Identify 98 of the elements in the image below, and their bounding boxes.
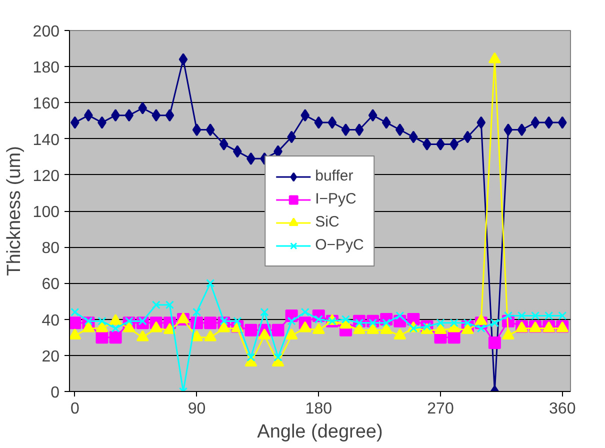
point	[300, 308, 310, 316]
point	[488, 336, 501, 350]
point	[244, 324, 258, 336]
point	[163, 323, 176, 334]
y-tick-label: 20	[42, 348, 60, 366]
point	[192, 308, 202, 316]
x-tick-label: 360	[549, 400, 576, 418]
point	[232, 145, 242, 158]
point	[258, 328, 271, 340]
point	[474, 314, 488, 326]
y-tick-label: 120	[32, 168, 60, 185]
point	[136, 330, 149, 342]
point	[204, 330, 217, 342]
point	[368, 109, 378, 122]
point	[476, 116, 486, 129]
point	[82, 321, 95, 332]
point	[111, 324, 120, 333]
point	[206, 278, 215, 288]
point	[152, 300, 160, 310]
point	[504, 311, 512, 320]
point	[394, 328, 406, 340]
y-tick-label: 0	[50, 384, 60, 402]
point	[70, 308, 80, 316]
point	[204, 316, 217, 330]
point	[517, 311, 526, 320]
point	[70, 316, 82, 330]
point	[544, 311, 554, 320]
legend-label: O−PyC	[315, 236, 364, 254]
point	[341, 124, 350, 136]
point	[328, 116, 337, 129]
point	[233, 316, 242, 326]
point	[70, 328, 82, 340]
point	[165, 300, 174, 310]
y-tick-label: 80	[42, 240, 60, 258]
point	[98, 316, 106, 326]
point	[314, 116, 324, 129]
point	[504, 124, 513, 136]
point	[353, 323, 366, 334]
x-tick-label: 180	[305, 400, 332, 418]
legend-label: SiC	[315, 214, 340, 230]
point	[178, 53, 188, 66]
point	[530, 116, 540, 129]
point	[463, 130, 472, 144]
legend-label: buffer	[315, 168, 354, 184]
point	[558, 116, 567, 129]
x-tick-label: 0	[70, 400, 80, 418]
y-tick-label: 180	[32, 60, 60, 77]
point	[341, 315, 350, 324]
point	[558, 311, 567, 320]
point	[448, 331, 460, 344]
point	[218, 321, 230, 332]
point	[434, 323, 447, 334]
point	[96, 321, 108, 332]
y-axis-title: Thickness (um)	[4, 146, 25, 276]
point	[138, 102, 148, 114]
point	[531, 311, 540, 320]
x-axis-title: Angle (degree)	[257, 422, 383, 442]
point	[96, 331, 108, 344]
point	[272, 324, 284, 336]
point	[192, 124, 202, 136]
point	[382, 116, 391, 129]
point	[150, 321, 162, 332]
point	[544, 116, 554, 129]
y-tick-label: 140	[32, 132, 60, 149]
point	[152, 109, 161, 122]
point	[476, 324, 486, 333]
point	[300, 109, 310, 122]
point	[354, 124, 364, 136]
y-tick-label: 40	[42, 312, 60, 330]
point	[490, 318, 499, 328]
point	[206, 124, 215, 136]
point	[436, 318, 445, 328]
point	[260, 308, 269, 316]
point	[312, 323, 325, 334]
point	[517, 124, 526, 136]
point	[298, 321, 312, 332]
point	[396, 311, 404, 320]
point	[122, 321, 136, 332]
point	[165, 109, 174, 122]
point	[395, 124, 404, 136]
point	[176, 312, 190, 324]
y-tick-label: 60	[42, 276, 60, 294]
point	[287, 316, 296, 326]
point	[285, 328, 298, 340]
point	[109, 331, 122, 344]
point	[190, 330, 204, 342]
x-tick-label: 270	[427, 400, 454, 418]
point	[461, 323, 474, 334]
y-tick-label: 160	[32, 96, 60, 113]
point	[502, 328, 514, 340]
y-tick-label: 200	[32, 24, 60, 40]
point	[219, 138, 228, 150]
x-tick-label: 90	[188, 400, 206, 418]
point	[109, 314, 122, 326]
point	[380, 323, 393, 334]
y-tick-label: 100	[32, 204, 60, 221]
legend-label: I−PyC	[315, 190, 356, 208]
point	[366, 323, 380, 334]
